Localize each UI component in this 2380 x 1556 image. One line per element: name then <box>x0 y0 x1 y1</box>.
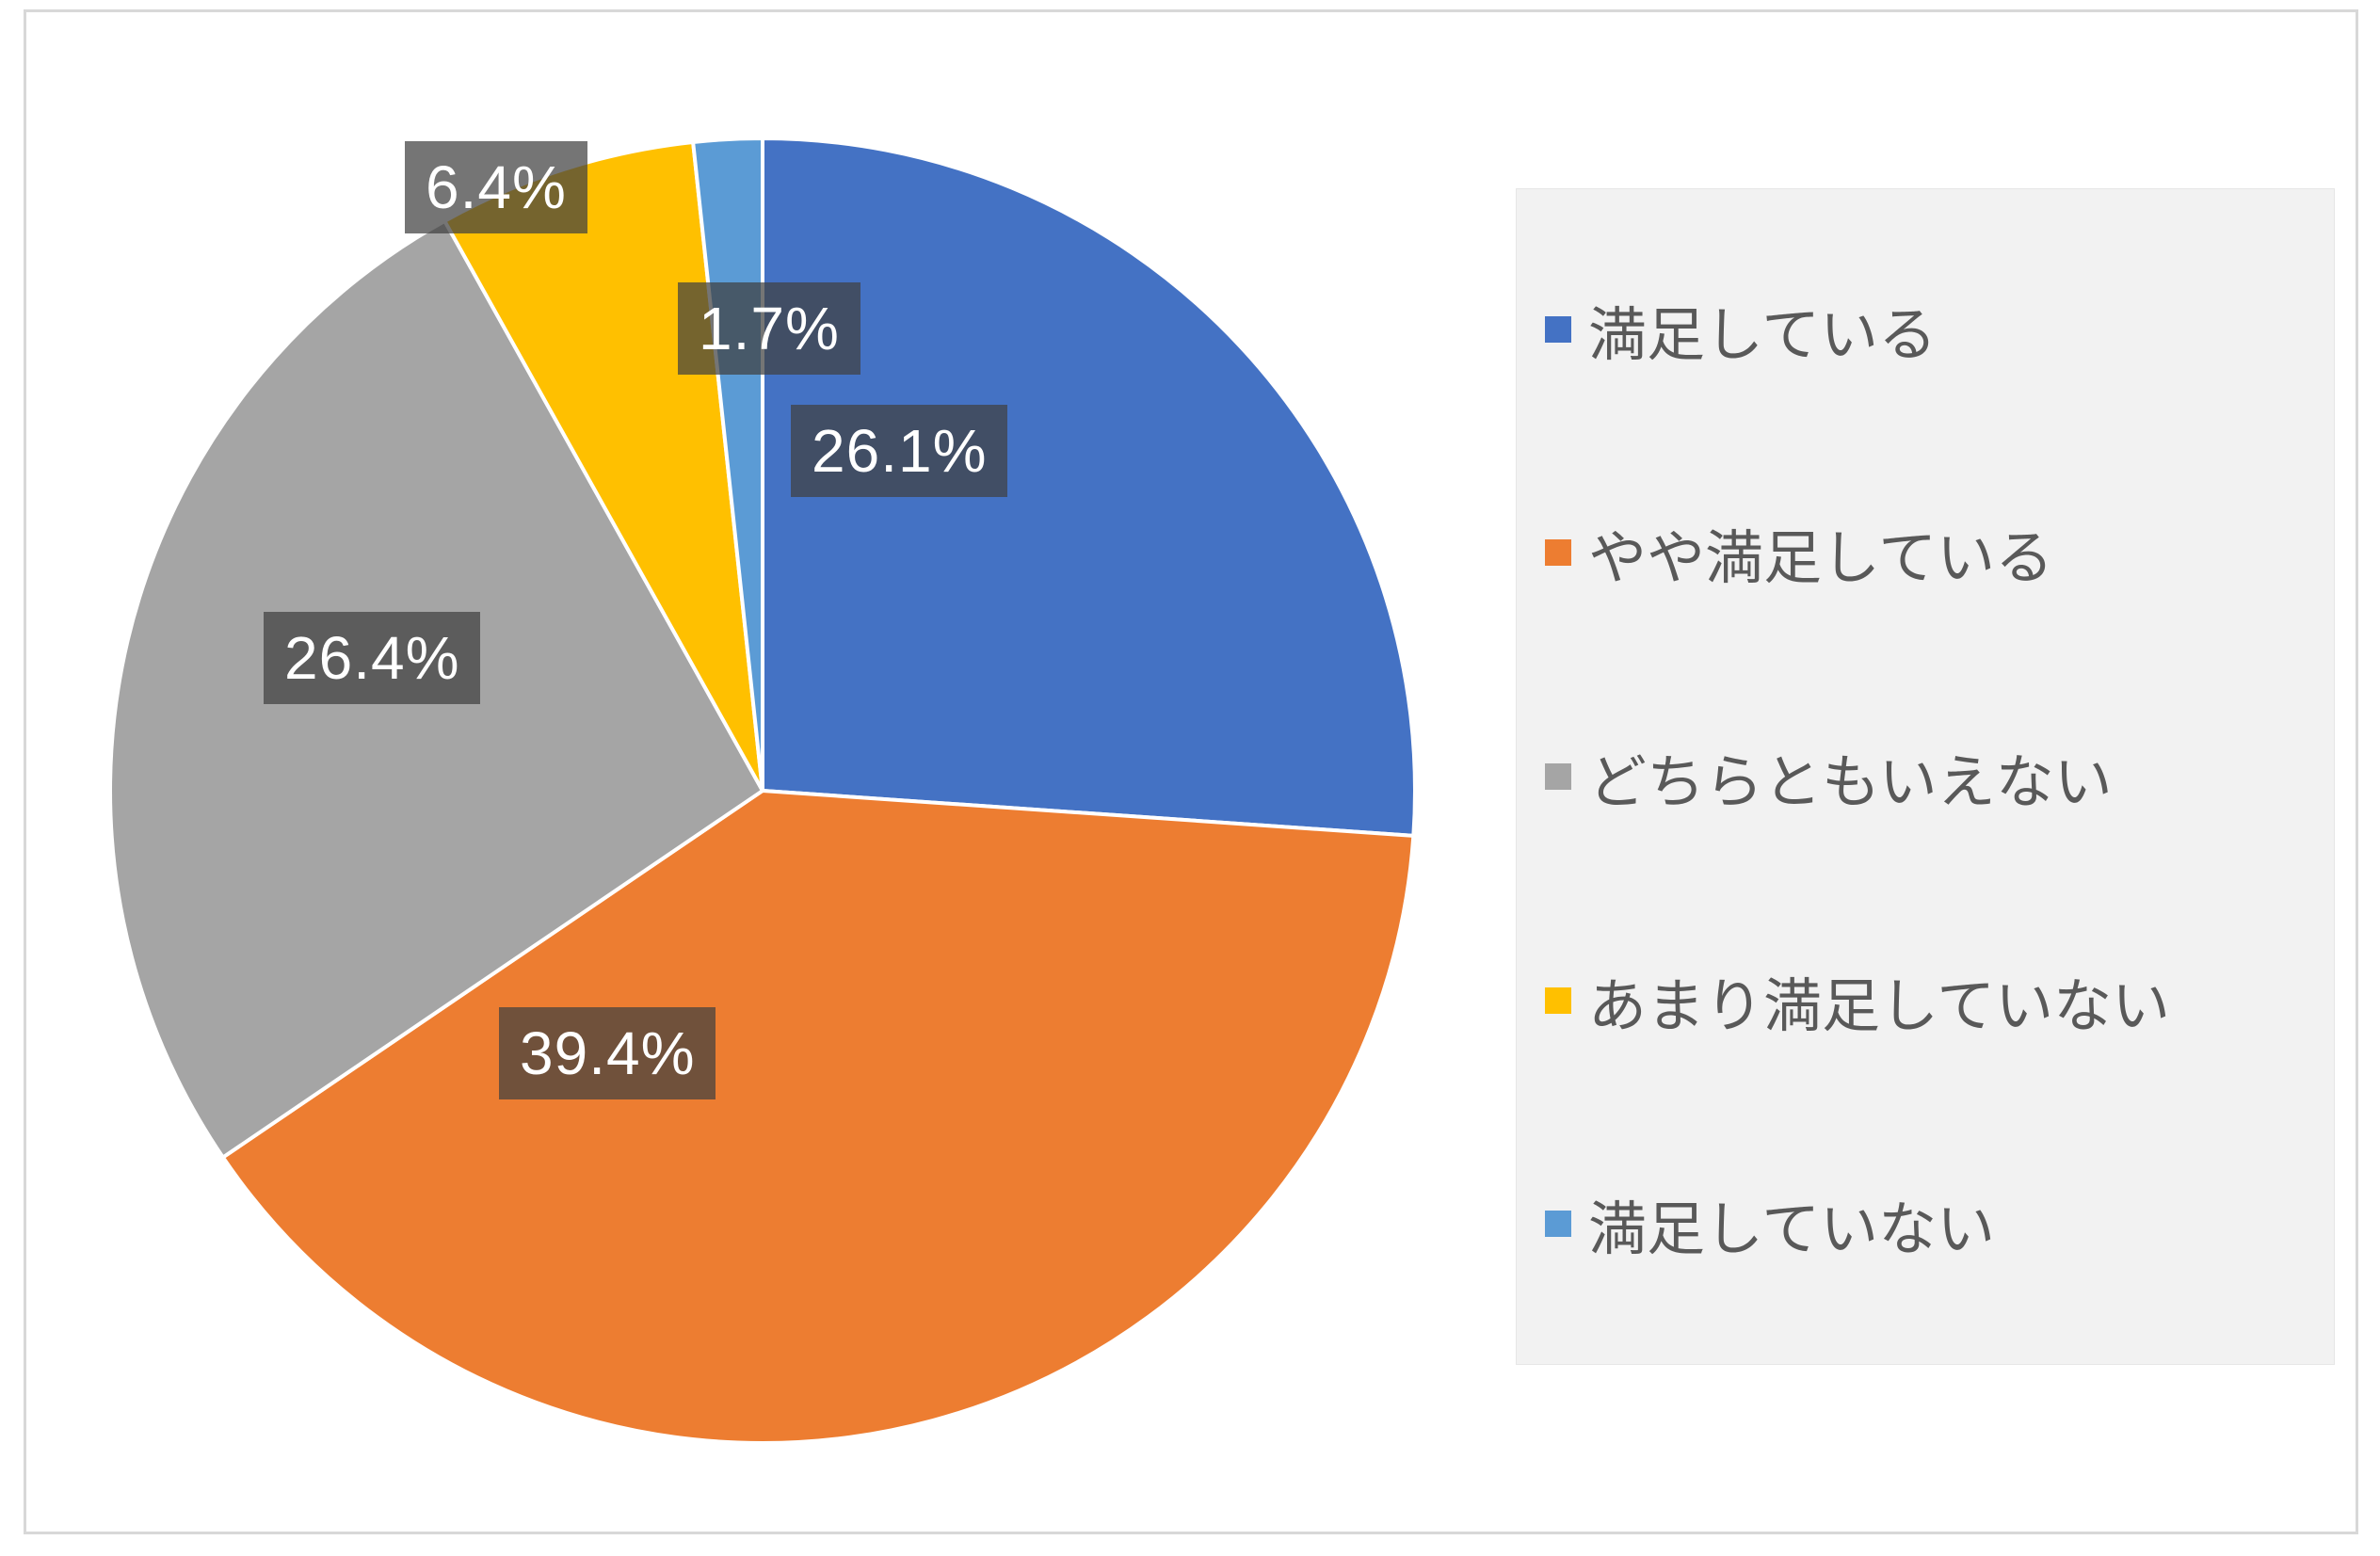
legend-swatch-1 <box>1545 539 1571 566</box>
legend-swatch-0 <box>1545 316 1571 343</box>
legend-swatch-3 <box>1545 987 1571 1014</box>
legend-label-3: あまり満足していない <box>1588 958 2170 1043</box>
legend-label-4: 満足していない <box>1588 1181 1995 1266</box>
legend: 満足しているやや満足しているどちらともいえないあまり満足していない満足していない <box>1516 188 2335 1365</box>
legend-label-1: やや満足している <box>1588 510 2053 595</box>
legend-item-4: 満足していない <box>1545 1181 2306 1266</box>
legend-swatch-2 <box>1545 763 1571 790</box>
legend-swatch-4 <box>1545 1211 1571 1237</box>
data-label-3: 6.4% <box>405 141 587 233</box>
data-label-1: 39.4% <box>499 1007 716 1099</box>
data-label-0: 26.1% <box>791 405 1007 497</box>
legend-item-0: 満足している <box>1545 287 2306 372</box>
legend-item-2: どちらともいえない <box>1545 734 2306 819</box>
data-label-4: 1.7% <box>678 282 860 375</box>
data-label-2: 26.4% <box>264 612 480 704</box>
legend-item-3: あまり満足していない <box>1545 958 2306 1043</box>
legend-label-2: どちらともいえない <box>1588 734 2113 819</box>
legend-item-1: やや満足している <box>1545 510 2306 595</box>
legend-label-0: 満足している <box>1588 287 1937 372</box>
